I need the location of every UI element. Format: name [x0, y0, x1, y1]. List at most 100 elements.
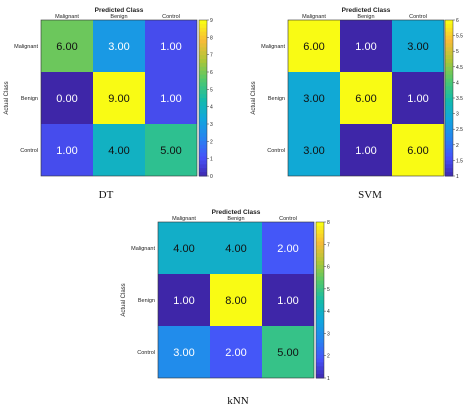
- cell-value-1-1-2: 1.00: [407, 93, 428, 105]
- colorbar-segment-1-36: [445, 160, 453, 165]
- colorbar-segment-1-11: [445, 62, 453, 68]
- colorbar-tick-label-1-8: 5: [456, 49, 459, 55]
- colorbar-segment-0-6: [199, 43, 207, 48]
- colorbar-segment-1-0: [445, 20, 453, 25]
- caption-dt: DT: [98, 189, 114, 201]
- colorbar-segment-1-37: [445, 164, 453, 169]
- heatmap-cell-2-2-0: [158, 326, 210, 378]
- cell-value-1-0-2: 3.00: [407, 41, 428, 53]
- colorbar-segment-2-28: [316, 331, 324, 336]
- colorbar-segment-0-22: [199, 105, 207, 111]
- colorbar-segment-1-7: [445, 47, 453, 52]
- cell-value-2-0-1: 4.00: [225, 243, 246, 255]
- colorbar-tick-label-2-1: 2: [327, 354, 330, 360]
- colorbar-tick-label-2-2: 3: [327, 331, 330, 337]
- colorbar-segment-2-30: [316, 339, 324, 344]
- heatmap-cell-2-1-2: [262, 274, 314, 326]
- colorbar-segment-2-22: [316, 307, 324, 313]
- colorbar-segment-0-35: [199, 156, 207, 161]
- colorbar-segment-1-30: [445, 137, 453, 142]
- colorbar-segment-2-1: [316, 225, 324, 231]
- colorbar-segment-2-10: [316, 261, 324, 266]
- row-label-1-0: Malignant: [261, 44, 285, 50]
- heatmap-cell-0-1-0: [41, 72, 93, 124]
- colorbar-tick-label-2-5: 6: [327, 265, 330, 271]
- row-label-1-1: Benign: [268, 96, 285, 102]
- colorbar-tick-label-0-9: 9: [210, 18, 213, 24]
- colorbar-tick-label-0-1: 1: [210, 157, 213, 163]
- colorbar-segment-1-9: [445, 55, 453, 60]
- colorbar-frame-2: [315, 221, 325, 379]
- chart-title-1: Predicted Class: [342, 7, 391, 14]
- colorbar-segment-1-38: [445, 168, 453, 173]
- colorbar-segment-2-34: [316, 354, 324, 359]
- colorbar-tick-label-2-3: 4: [327, 309, 330, 315]
- col-label-0-1: Benign: [110, 14, 127, 20]
- colorbar-segment-1-34: [445, 152, 453, 157]
- colorbar-tick-label-2-4: 5: [327, 287, 330, 293]
- col-label-0-0: Malignant: [55, 14, 79, 20]
- heatmap-cell-2-1-1: [210, 274, 262, 326]
- colorbar-segment-1-2: [445, 27, 453, 33]
- cell-value-2-0-0: 4.00: [173, 243, 194, 255]
- col-label-1-1: Benign: [357, 14, 374, 20]
- colorbar-segment-0-15: [199, 78, 207, 83]
- colorbar-segment-2-21: [316, 303, 324, 309]
- colorbar-tick-label-1-7: 4.5: [456, 65, 463, 71]
- y-axis-label-0: Actual Class: [4, 81, 10, 114]
- colorbar-segment-1-3: [445, 31, 453, 37]
- heatmap-cell-1-2-0: [288, 124, 340, 176]
- colorbar-segment-0-16: [199, 82, 207, 87]
- colorbar-segment-2-5: [316, 241, 324, 246]
- colorbar-segment-0-17: [199, 86, 207, 91]
- caption-knn: kNN: [227, 395, 249, 407]
- colorbar-tick-label-1-6: 4: [456, 80, 459, 86]
- colorbar-segment-0-26: [199, 121, 207, 126]
- heatmap-cell-1-0-0: [288, 20, 340, 72]
- cell-value-0-1-1: 9.00: [108, 93, 129, 105]
- colorbar-segment-1-32: [445, 144, 453, 150]
- colorbar-segment-2-3: [316, 233, 324, 239]
- heatmap-cell-0-1-1: [93, 72, 145, 124]
- colorbar-segment-2-15: [316, 280, 324, 285]
- row-label-0-2: Control: [20, 148, 38, 154]
- colorbar-segment-0-10: [199, 59, 207, 64]
- colorbar-tick-label-1-3: 2.5: [456, 127, 463, 133]
- cell-value-0-2-0: 1.00: [56, 145, 77, 157]
- colorbar-segment-2-26: [316, 323, 324, 328]
- heatmap-cell-2-0-0: [158, 222, 210, 274]
- heatmap-cell-2-0-1: [210, 222, 262, 274]
- colorbar-tick-label-2-6: 7: [327, 242, 330, 248]
- row-label-0-0: Malignant: [14, 44, 38, 50]
- heatmap-cell-1-1-1: [340, 72, 392, 124]
- colorbar-tick-label-0-0: 0: [210, 174, 213, 180]
- colorbar-segment-2-32: [316, 346, 324, 352]
- colorbar-segment-2-27: [316, 327, 324, 332]
- heatmap-cell-2-0-2: [262, 222, 314, 274]
- colorbar-segment-1-17: [445, 86, 453, 91]
- cell-value-1-2-1: 1.00: [355, 145, 376, 157]
- colorbar-segment-1-8: [445, 51, 453, 56]
- colorbar-segment-2-39: [316, 374, 324, 379]
- colorbar-segment-1-23: [445, 109, 453, 115]
- colorbar-segment-1-33: [445, 148, 453, 154]
- colorbar-segment-0-27: [199, 125, 207, 130]
- y-axis-label-2: Actual Class: [121, 283, 127, 316]
- cell-value-2-1-2: 1.00: [277, 295, 298, 307]
- row-label-2-1: Benign: [138, 298, 155, 304]
- colorbar-segment-1-35: [445, 156, 453, 161]
- colorbar-segment-2-18: [316, 292, 324, 297]
- colorbar-tick-label-0-3: 3: [210, 122, 213, 128]
- colorbar-tick-label-1-5: 3.5: [456, 96, 463, 102]
- cell-value-0-2-1: 4.00: [108, 145, 129, 157]
- colorbar-segment-1-4: [445, 35, 453, 40]
- row-label-1-2: Control: [267, 148, 285, 154]
- colorbar-segment-0-3: [199, 31, 207, 37]
- colorbar-tick-label-1-2: 2: [456, 143, 459, 149]
- colorbar-segment-1-14: [445, 74, 453, 79]
- colorbar-segment-1-21: [445, 101, 453, 107]
- heatmap-cell-0-1-2: [145, 72, 197, 124]
- colorbar-segment-0-19: [199, 94, 207, 99]
- cell-value-0-1-0: 0.00: [56, 93, 77, 105]
- cell-value-1-1-0: 3.00: [303, 93, 324, 105]
